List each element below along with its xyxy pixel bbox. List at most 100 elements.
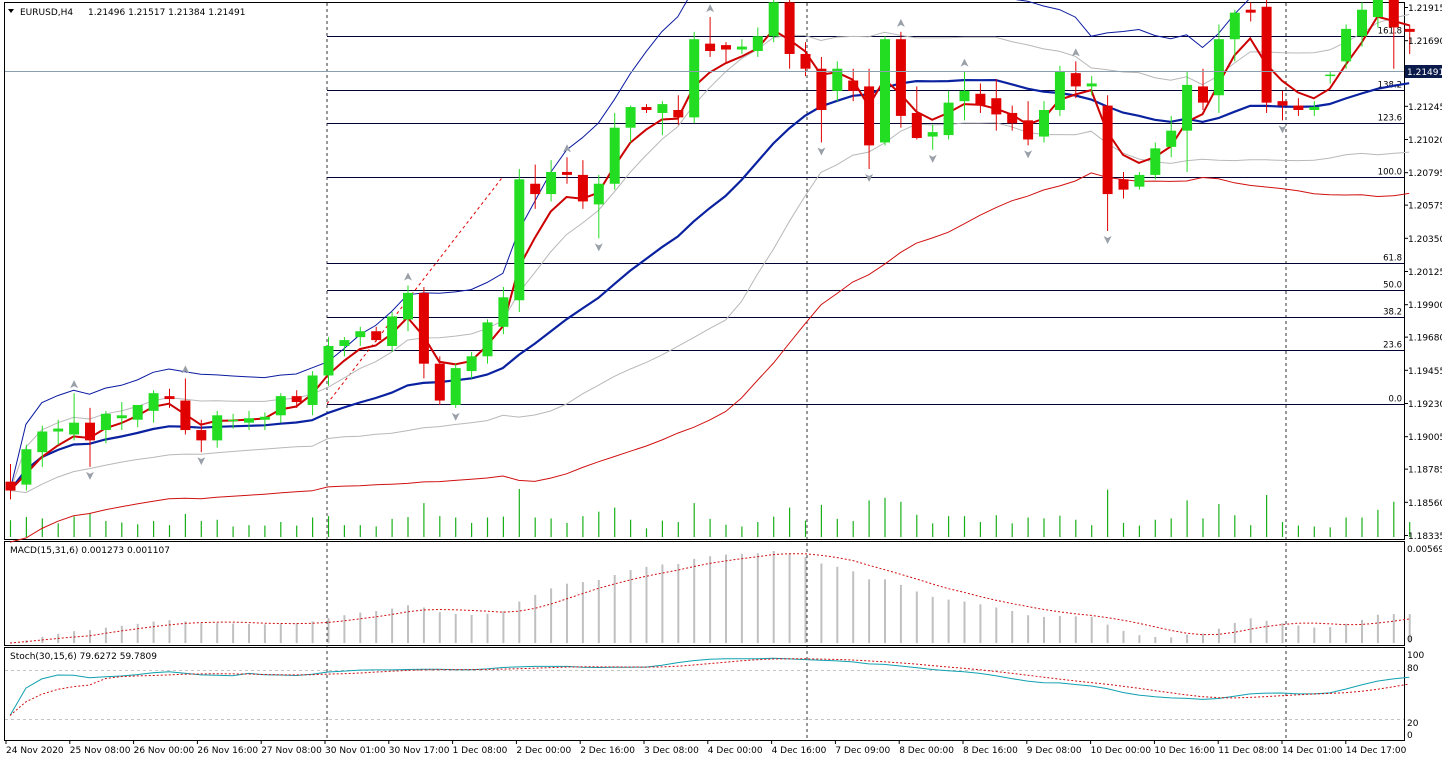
candle-body: [228, 419, 239, 422]
candle-body: [673, 110, 684, 118]
candle-body: [1357, 9, 1367, 37]
candle-body: [418, 292, 429, 364]
candle-body: [212, 415, 223, 441]
fractal-down-arrow-icon: [865, 173, 874, 182]
stoch-level-80: 80: [1407, 664, 1419, 674]
time-tick-label: 10 Dec 16:00: [1154, 746, 1215, 756]
fractal-down-arrow-icon: [1278, 125, 1287, 134]
candle-body: [1134, 174, 1145, 187]
candle-body: [1213, 39, 1224, 96]
fib-level-label: 38.2: [1383, 308, 1402, 318]
stoch-signal-line: [9, 658, 1410, 716]
current-price-label: 1.21491: [1407, 68, 1442, 78]
fractal-up-arrow-icon: [896, 18, 905, 27]
price-tick-label: 1.19900: [1408, 301, 1442, 311]
candle-body: [371, 331, 382, 341]
fractal-up-arrow-icon: [70, 380, 79, 389]
candle-body: [355, 331, 366, 338]
time-tick-label: 8 Dec 16:00: [963, 746, 1018, 756]
candle-body: [530, 183, 541, 195]
candle-body: [1293, 105, 1304, 111]
candle-body: [546, 171, 557, 195]
candle-body: [69, 422, 80, 435]
price-tick-label: 1.20350: [1408, 235, 1442, 245]
candle-body: [307, 375, 318, 405]
price-tick-label: 1.21020: [1408, 136, 1442, 146]
candle-body: [864, 86, 875, 146]
candle-body: [689, 39, 700, 118]
dropdown-triangle-icon[interactable]: [8, 9, 14, 13]
fib-level-label: 123.6: [1378, 114, 1402, 124]
candle-body: [1150, 148, 1161, 175]
stoch-label: Stoch(30,15,6) 79.6272 59.7809: [10, 652, 157, 662]
time-axis: 24 Nov 2020 25 Nov 08:00 26 Nov 00:00 26 No…: [5, 740, 1407, 756]
candle-body: [1054, 71, 1065, 111]
time-tick-label: 30 Nov 01:00: [325, 746, 386, 756]
price-tick-label: 1.19455: [1408, 367, 1442, 377]
time-tick-label: 14 Dec 17:00: [1346, 746, 1407, 756]
candle-body: [21, 449, 32, 485]
fractal-up-arrow-icon: [706, 4, 715, 13]
time-tick-label: 8 Dec 00:00: [899, 746, 954, 756]
time-tick-label: 30 Nov 17:00: [389, 746, 450, 756]
stoch-main-line: [9, 657, 1410, 716]
candle-body: [100, 413, 111, 431]
time-tick-label: 24 Nov 2020: [6, 746, 64, 756]
candle-body: [1325, 74, 1336, 77]
candle-body: [1341, 28, 1352, 62]
candle-body: [736, 46, 747, 50]
candle-body: [1372, 0, 1383, 18]
candle-body: [721, 45, 731, 50]
fib-level-label: 50.0: [1383, 281, 1402, 291]
candle-body: [164, 396, 175, 400]
candle-body: [450, 368, 461, 405]
time-tick-label: 26 Nov 00:00: [134, 746, 195, 756]
time-tick-label: 1 Dec 08:00: [453, 746, 508, 756]
candle-body: [848, 80, 859, 91]
price-tick-label: 1.18785: [1408, 466, 1442, 476]
fractal-down-arrow-icon: [1103, 235, 1112, 244]
fib-level-label: 161.8: [1378, 27, 1402, 37]
macd-indicator: [9, 551, 1411, 644]
price-tick-label: 1.21915: [1408, 4, 1442, 14]
slow-moving-average-line: [9, 172, 1410, 543]
candle-body: [291, 396, 302, 403]
candle-body: [577, 174, 588, 202]
stochastic-indicator: [5, 657, 1410, 720]
candle-body: [196, 430, 207, 441]
candle-body: [498, 297, 509, 327]
candle-body: [53, 428, 64, 432]
macd-axis-top: 0.005697: [1407, 545, 1442, 555]
time-tick-label: 2 Dec 16:00: [580, 746, 635, 756]
candle-body: [1023, 120, 1034, 140]
price-tick-label: 1.19005: [1408, 433, 1442, 443]
candle-body: [562, 171, 572, 175]
candle-body: [657, 104, 668, 113]
candle-body: [1404, 28, 1415, 32]
candle-body: [403, 292, 413, 320]
fractal-up-arrow-icon: [404, 272, 412, 281]
candle-body: [975, 93, 986, 106]
volume-bars: [9, 489, 1411, 537]
time-tick-label: 9 Dec 08:00: [1027, 746, 1082, 756]
candle-body: [768, 2, 779, 37]
fractal-down-arrow-icon: [451, 412, 460, 421]
candle-body: [482, 322, 493, 357]
price-tick-label: 1.19230: [1408, 400, 1442, 410]
candle-body: [387, 316, 398, 346]
fractal-down-arrow-icon: [86, 471, 94, 480]
candle-body: [1245, 9, 1256, 13]
fib-level-label: 23.6: [1383, 341, 1402, 351]
fractal-up-arrow-icon: [1071, 48, 1080, 57]
price-tick-label: 1.18335: [1408, 532, 1442, 542]
candle-body: [275, 396, 286, 416]
price-tick-label: 1.18560: [1408, 499, 1442, 509]
candle-body: [1166, 130, 1177, 147]
candle-body: [180, 400, 191, 431]
candle-body: [37, 431, 48, 453]
chart-header: EURUSD,H4 1.21496 1.21517 1.21384 1.2149…: [8, 8, 245, 18]
stoch-pane-border: [4, 647, 1405, 741]
time-tick-label: 7 Dec 09:00: [835, 746, 890, 756]
candle-body: [784, 2, 795, 54]
